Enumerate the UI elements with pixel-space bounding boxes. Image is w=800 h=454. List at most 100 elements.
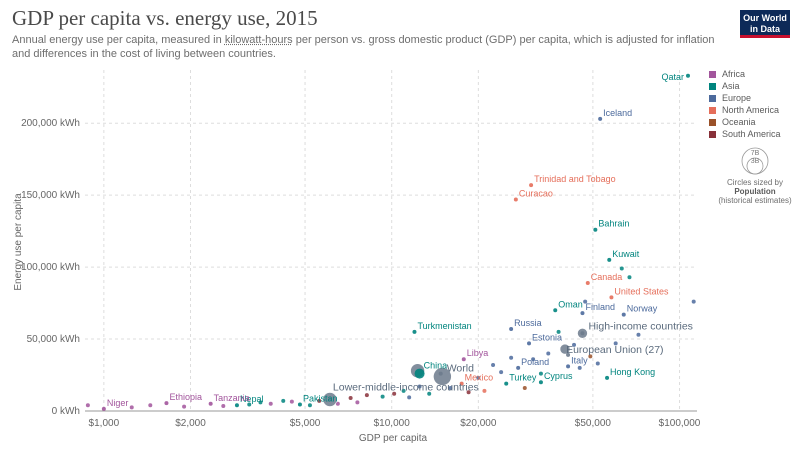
point-label-curacao: Curacao <box>519 188 553 198</box>
point-label-iceland: Iceland <box>603 108 632 118</box>
point-label-tanzania: Tanzania <box>214 393 250 403</box>
data-point <box>392 391 397 396</box>
size-key-big-label: 7B <box>751 150 760 157</box>
data-point <box>247 402 252 407</box>
point-label-oman: Oman <box>558 299 583 309</box>
legend-item-asia[interactable]: Asia <box>709 80 781 92</box>
data-point <box>613 341 618 346</box>
legend-label: Africa <box>722 69 746 79</box>
legend-label: South America <box>722 129 781 139</box>
y-tick-label: 150,000 kWh <box>21 190 80 201</box>
legend-label: North America <box>722 105 780 115</box>
data-point <box>572 342 577 347</box>
point-label-italy: Italy <box>571 355 588 365</box>
x-tick-label: $2,000 <box>175 418 206 429</box>
data-point <box>307 403 312 408</box>
x-tick-label: $50,000 <box>575 418 612 429</box>
data-point <box>380 394 385 399</box>
data-point <box>595 361 600 366</box>
data-point <box>448 385 453 390</box>
chart-subtitle: Annual energy use per capita, measured i… <box>12 33 724 61</box>
data-point <box>499 370 504 375</box>
labeled-data-point <box>164 401 169 406</box>
legend-label: Asia <box>722 81 740 91</box>
labeled-data-point <box>412 329 417 334</box>
data-point <box>588 354 593 359</box>
data-point <box>636 332 641 337</box>
labeled-data-point <box>580 311 585 316</box>
x-tick-label: $5,000 <box>290 418 321 429</box>
labeled-data-point <box>566 364 571 369</box>
legend-item-oceania[interactable]: Oceania <box>709 116 781 128</box>
y-axis-title: Energy use per capita <box>13 193 24 291</box>
labeled-data-point <box>553 308 558 313</box>
labeled-data-point <box>621 312 626 317</box>
point-label-cyprus: Cyprus <box>544 371 573 381</box>
data-point <box>546 351 551 356</box>
x-tick-label: $20,000 <box>460 418 497 429</box>
data-point <box>691 299 696 304</box>
legend-swatch <box>709 82 716 90</box>
page-title: GDP per capita vs. energy use, 2015 <box>12 6 318 30</box>
labeled-data-point <box>438 371 443 376</box>
owid-logo[interactable]: Our World in Data <box>740 10 790 38</box>
data-point <box>335 401 340 406</box>
data-point <box>577 365 582 370</box>
legend-item-africa[interactable]: Africa <box>709 68 781 80</box>
point-label-trinidad-and-tobago: Trinidad and Tobago <box>534 174 616 184</box>
data-point <box>522 385 527 390</box>
size-key-note: (historical estimates) <box>718 196 792 205</box>
y-tick-label: 200,000 kWh <box>21 118 80 129</box>
labeled-data-point <box>234 403 239 408</box>
size-key-variable: Population <box>734 187 776 196</box>
labeled-data-point <box>605 375 610 380</box>
data-point <box>268 401 273 406</box>
size-key-small-circle <box>746 157 764 175</box>
x-axis-title: GDP per capita <box>359 433 428 444</box>
subtitle-text-end: per person vs. gross domestic product (G… <box>12 34 715 60</box>
circle-size-key: 7B 3B Circles sized by Population (histo… <box>715 146 795 205</box>
size-key-circles: 7B 3B <box>741 147 769 175</box>
data-point <box>289 399 294 404</box>
labeled-data-point <box>527 341 532 346</box>
data-point <box>619 266 624 271</box>
x-tick-label: $10,000 <box>374 418 411 429</box>
labeled-data-point <box>580 331 585 336</box>
labeled-data-point <box>459 381 464 386</box>
labeled-data-point <box>504 381 509 386</box>
legend-label: Europe <box>722 93 752 103</box>
legend-item-europe[interactable]: Europe <box>709 92 781 104</box>
logo-line-1: Our World <box>743 13 787 23</box>
point-label-china: China <box>424 361 448 371</box>
kilowatt-hours-link[interactable]: kilowatt-hours <box>224 34 293 46</box>
point-label-world: World <box>447 363 474 375</box>
point-label-lower-middle-income-countries: Lower-middle-income countries <box>333 381 479 393</box>
data-point <box>509 355 514 360</box>
legend-item-south-america[interactable]: South America <box>709 128 781 140</box>
data-point <box>258 400 263 405</box>
data-point <box>401 388 406 393</box>
data-point <box>148 403 153 408</box>
data-point <box>466 390 471 395</box>
labeled-data-point <box>513 197 518 202</box>
labeled-data-point <box>598 116 603 121</box>
point-label-mexico: Mexico <box>465 373 494 383</box>
data-point <box>417 384 422 389</box>
data-point <box>182 404 187 409</box>
population-circle <box>559 343 571 355</box>
labeled-data-point <box>297 402 302 407</box>
data-point <box>317 398 322 403</box>
data-point <box>427 391 432 396</box>
point-label-libya: Libya <box>467 348 489 358</box>
data-point <box>407 395 412 400</box>
point-label-united-states: United States <box>614 286 669 296</box>
point-label-norway: Norway <box>627 304 658 314</box>
labeled-data-point <box>414 368 425 379</box>
data-point <box>556 329 561 334</box>
legend-item-north-america[interactable]: North America <box>709 104 781 116</box>
data-point <box>583 299 588 304</box>
data-point <box>531 357 536 362</box>
point-label-canada: Canada <box>591 272 623 282</box>
legend-swatch <box>709 70 716 78</box>
x-tick-label: $1,000 <box>89 418 120 429</box>
